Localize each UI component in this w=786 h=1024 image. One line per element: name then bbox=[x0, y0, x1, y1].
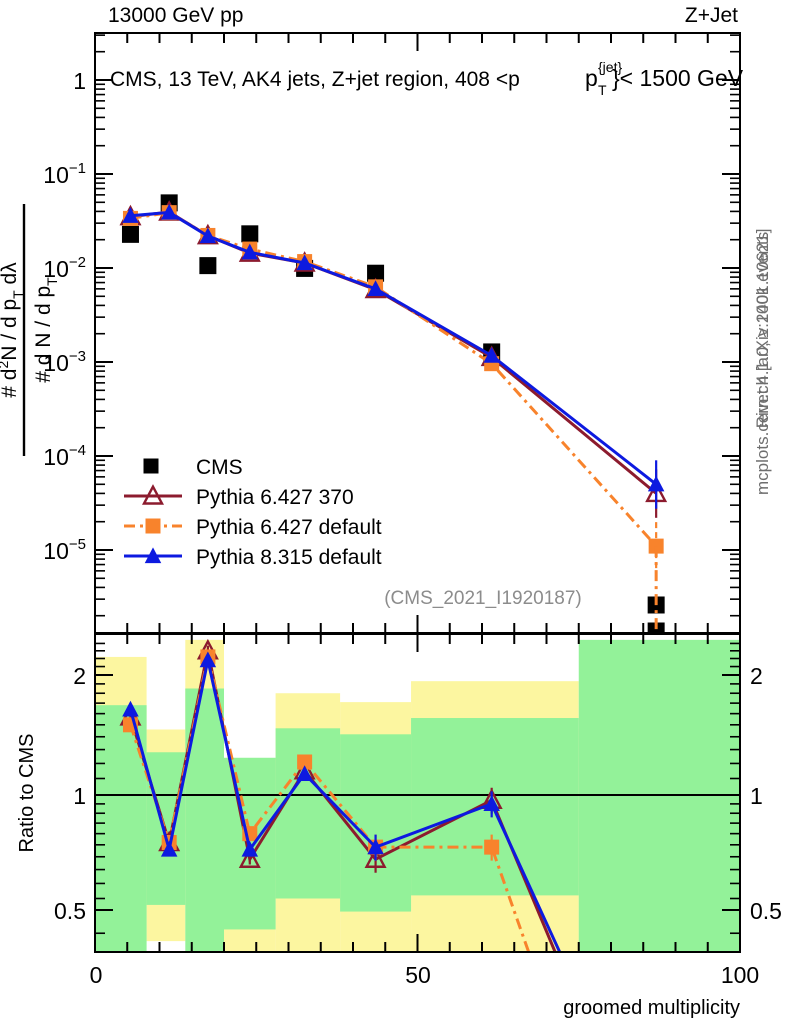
main-ylabel: # d2N / d pT dλ # d N / d pT 1 bbox=[0, 204, 60, 456]
main-ytick-marks bbox=[95, 79, 740, 551]
main-series bbox=[122, 203, 665, 509]
main-ytick-labels: 1 10−1 10−2 10−3 10−4 10−5 bbox=[43, 68, 86, 564]
ytick-label-2: 10−2 bbox=[43, 254, 86, 282]
legend-label: CMS bbox=[196, 456, 243, 479]
legend-item: Pythia 6.427 default bbox=[124, 516, 382, 539]
ratio-ytick-05-right: 0.5 bbox=[750, 898, 782, 924]
ratio-ylabel: Ratio to CMS bbox=[16, 734, 38, 853]
analysis-watermark: (CMS_2021_I1920187) bbox=[384, 588, 582, 609]
main-ylabel-den: # d N / d pT bbox=[32, 277, 60, 383]
main-title-sub: T bbox=[598, 82, 607, 98]
main-title: CMS, 13 TeV, AK4 jets, Z+jet region, 408… bbox=[110, 59, 744, 98]
ytick-label-0: 1 bbox=[73, 68, 86, 94]
main-title-sup: {jet} bbox=[598, 59, 622, 75]
main-title-text: CMS, 13 TeV, AK4 jets, Z+jet region, 408… bbox=[110, 68, 520, 91]
legend-item: CMS bbox=[143, 456, 243, 479]
xtick-label-0: 0 bbox=[90, 962, 103, 988]
ratio-ytick-minors bbox=[95, 642, 740, 935]
legend: CMS Pythia 6.427 370 Pythia 6.427 default P… bbox=[124, 456, 382, 569]
ratio-data-layer bbox=[119, 638, 562, 952]
main-data-layer bbox=[119, 194, 668, 633]
ytick-label-1: 10−1 bbox=[43, 160, 86, 188]
ratio-ytick-2-left: 2 bbox=[73, 663, 86, 689]
ratio-series bbox=[122, 651, 562, 952]
ytick-label-4: 10−4 bbox=[43, 442, 86, 470]
main-ytick-minors bbox=[95, 34, 740, 617]
x-axis-labels: 0 50 100 groomed multiplicity bbox=[90, 962, 760, 1019]
ratio-ytick-1-left: 1 bbox=[73, 783, 86, 809]
main-ylabel-one: 1 bbox=[0, 390, 5, 402]
sidenote-mcplots: mcplots.cern.ch [arXiv:2401.10621] bbox=[753, 229, 772, 495]
ratio-ytick-05-left: 0.5 bbox=[54, 898, 86, 924]
header-right: Z+Jet bbox=[685, 4, 738, 27]
x-axis-title: groomed multiplicity bbox=[563, 997, 740, 1019]
legend-label: Pythia 6.427 default bbox=[196, 516, 382, 539]
ratio-ytick-1-right: 1 bbox=[750, 783, 763, 809]
band-green bbox=[275, 728, 341, 899]
ratio-ytick-2-right: 2 bbox=[750, 663, 763, 689]
xtick-label-50: 50 bbox=[405, 962, 431, 988]
ratio-ytick-labels: 2 1 0.5 2 1 0.5 bbox=[54, 663, 782, 924]
ratio-panel: 2 1 0.5 2 1 0.5 Ratio to CMS bbox=[16, 633, 782, 953]
legend-label: Pythia 6.427 370 bbox=[196, 486, 354, 509]
legend-item: Pythia 6.427 370 bbox=[124, 484, 354, 509]
sidenote-rivet: Rivet 4.1.0, ≥ 100k events bbox=[753, 232, 772, 428]
main-title-psym: p bbox=[585, 65, 598, 91]
xtick-label-100: 100 bbox=[721, 962, 759, 988]
ratio-ytick-marks bbox=[95, 674, 740, 911]
ytick-label-3: 10−3 bbox=[43, 348, 86, 376]
ratio-xtick-marks bbox=[94, 634, 741, 952]
legend-label: Pythia 8.315 default bbox=[196, 546, 382, 569]
ytick-label-5: 10−5 bbox=[43, 536, 86, 564]
main-frame bbox=[94, 32, 741, 634]
legend-item: Pythia 8.315 default bbox=[124, 546, 382, 569]
main-ylabel-num: # d2N / d pT dλ bbox=[0, 262, 26, 398]
main-title-tail: }< 1500 GeV bbox=[612, 65, 744, 91]
main-panel: CMS, 13 TeV, AK4 jets, Z+jet region, 408… bbox=[0, 32, 744, 634]
main-xtick-marks bbox=[94, 33, 741, 633]
header-left: 13000 GeV pp bbox=[108, 4, 243, 27]
